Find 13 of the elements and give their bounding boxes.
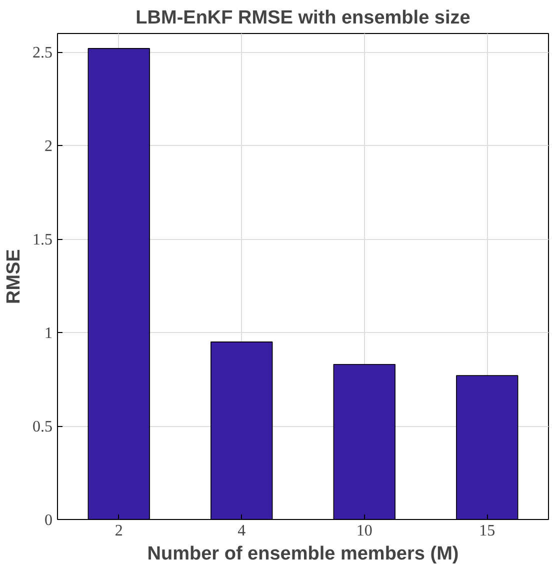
y-axis-title: RMSE bbox=[4, 249, 24, 304]
x-tick-label: 2 bbox=[114, 522, 123, 540]
y-tick-label: 1.5 bbox=[32, 232, 52, 249]
x-axis-title: Number of ensemble members (M) bbox=[147, 544, 459, 564]
y-tick-label: 1 bbox=[44, 325, 52, 342]
y-tick-label: 2.5 bbox=[32, 44, 52, 62]
y-tick-label: 0 bbox=[44, 512, 52, 529]
y-tick-label: 0.5 bbox=[32, 418, 52, 436]
y-tick-label: 2 bbox=[44, 138, 52, 156]
x-tick-label: 15 bbox=[479, 522, 496, 540]
x-tick-label: 10 bbox=[356, 522, 372, 540]
x-tick-label: 4 bbox=[238, 522, 246, 540]
chart-title: LBM-EnKF RMSE with ensemble size bbox=[136, 8, 470, 28]
